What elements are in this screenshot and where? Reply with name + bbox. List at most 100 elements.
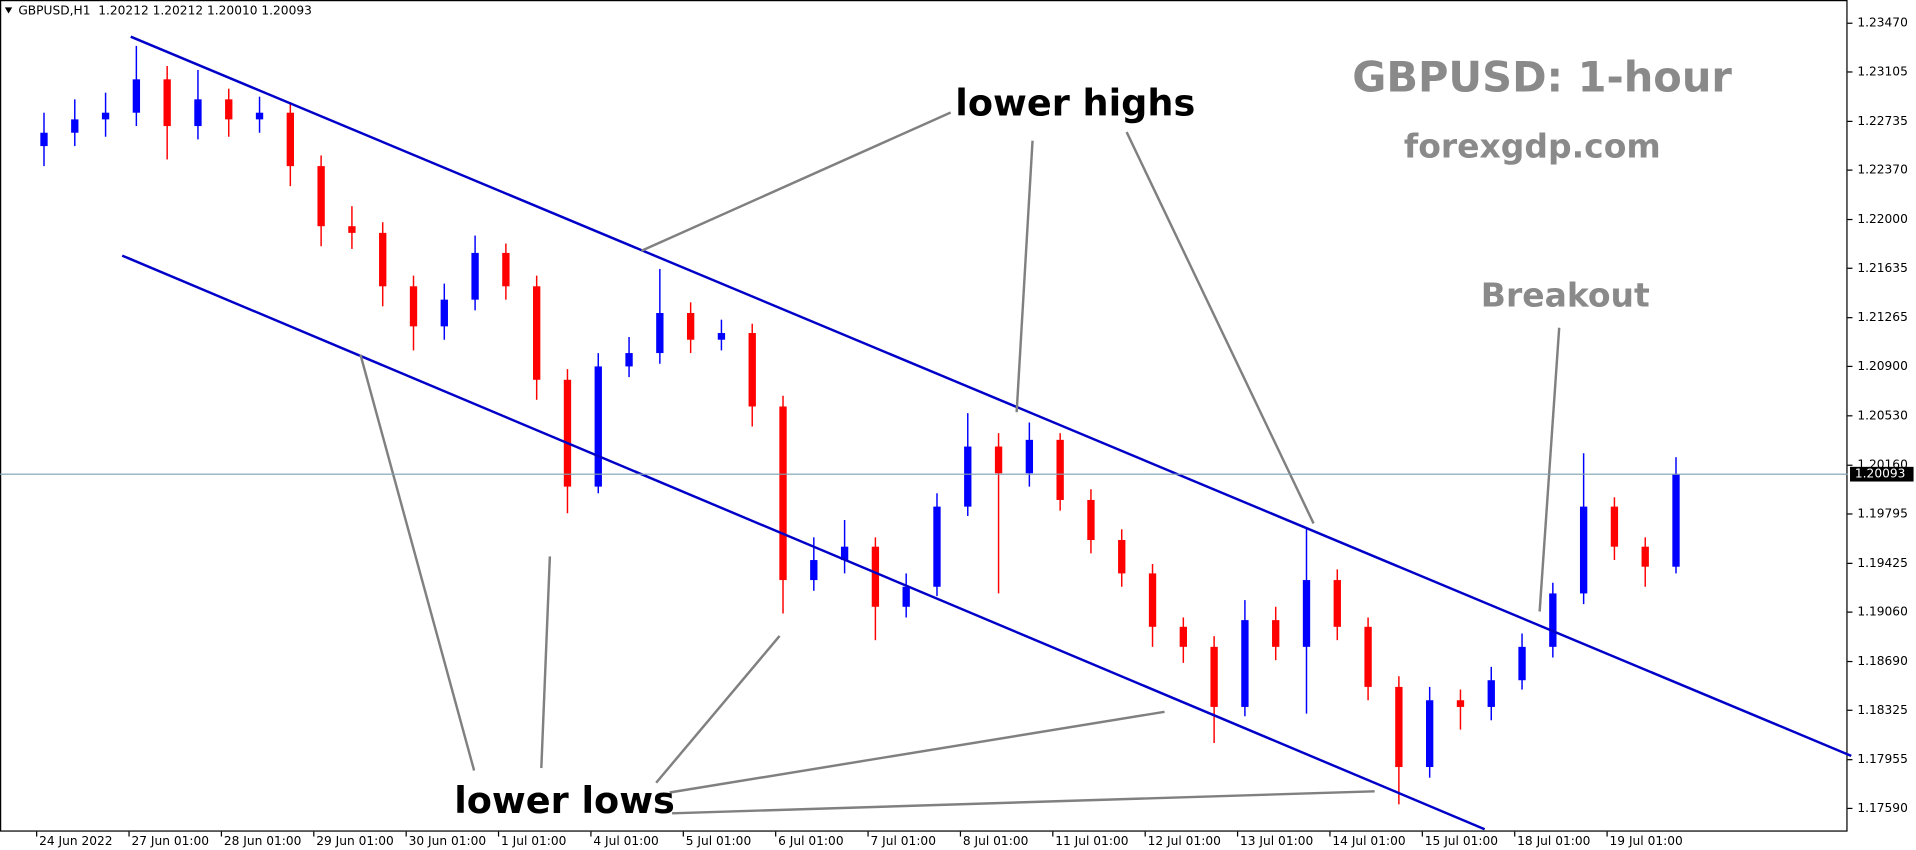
candle-body: [533, 286, 541, 380]
candle-body: [594, 366, 602, 487]
annotations: GBPUSD: 1-hour forexgdp.com lower highs Bre…: [454, 53, 1732, 822]
candle-body: [101, 112, 110, 120]
candle-body: [1210, 646, 1218, 707]
lower-channel: [121, 254, 1486, 831]
candle-body: [717, 333, 726, 340]
x-tick-label: 24 Jun 2022: [39, 834, 112, 848]
x-tick-label: 1 Jul 01:00: [501, 834, 566, 848]
menu-arrow: [4, 7, 13, 14]
candle-body: [686, 313, 695, 340]
candle-body: [1241, 620, 1249, 707]
annotation: forexgdp.com: [1404, 126, 1661, 165]
y-tick-label: 1.23105: [1857, 64, 1908, 78]
candle-body: [1549, 593, 1557, 647]
x-tick-label: 12 Jul 01:00: [1148, 834, 1221, 848]
candle-body: [286, 112, 294, 167]
candle-body: [933, 506, 941, 587]
y-tick-label: 1.19425: [1857, 556, 1908, 570]
y-tick-label: 1.18690: [1857, 654, 1908, 668]
y-tick-label: 1.20900: [1857, 359, 1908, 373]
candle-body: [871, 546, 880, 607]
candle-body: [255, 112, 264, 120]
y-tick-label: 1.18325: [1857, 703, 1908, 717]
y-tick-label: 1.17590: [1857, 801, 1908, 815]
plot-frame: [0, 0, 1848, 832]
candle-body: [1579, 506, 1588, 594]
y-tick-label: 1.17955: [1857, 752, 1908, 766]
annotation: lower highs: [955, 82, 1195, 125]
pointer: [540, 556, 552, 769]
candle-body: [471, 252, 479, 300]
y-tick-label: 1.22735: [1857, 114, 1908, 128]
candle-body: [1179, 626, 1187, 647]
current-price-label: 1.20093: [1855, 467, 1906, 481]
x-tick-label: 11 Jul 01:00: [1055, 834, 1128, 848]
pointer: [1538, 327, 1561, 612]
candle-body: [1025, 439, 1034, 474]
pointer: [359, 354, 476, 771]
candle-body: [748, 333, 756, 407]
candle-body: [1087, 499, 1095, 541]
candle-body: [1518, 646, 1526, 681]
candle-body: [994, 446, 1003, 474]
candle-body: [563, 379, 572, 487]
y-tick-label: 1.22370: [1857, 163, 1908, 177]
candle-body: [1333, 580, 1341, 627]
pointer: [669, 710, 1165, 794]
candle-body: [409, 286, 418, 327]
candle-body: [194, 99, 202, 127]
y-tick-label: 1.19060: [1857, 605, 1908, 619]
x-tick-label: 6 Jul 01:00: [778, 834, 843, 848]
candle-body: [964, 446, 972, 507]
upper-channel: [130, 35, 1852, 757]
candle-body: [1364, 626, 1372, 687]
pointer: [1015, 140, 1034, 413]
x-tick-label: 8 Jul 01:00: [963, 834, 1028, 848]
y-tick-label: 1.19795: [1857, 506, 1908, 520]
candle-body: [225, 99, 233, 120]
candle-body: [163, 79, 171, 127]
candle-body: [1456, 700, 1465, 707]
pointer: [1125, 131, 1315, 524]
annotation: Breakout: [1481, 276, 1650, 315]
y-tick-label: 1.23470: [1857, 16, 1908, 30]
x-tick-label: 4 Jul 01:00: [593, 834, 658, 848]
price-axis: 1.23470 1.23105 1.22735 1.22370 1.22000 1.216…: [0, 16, 1914, 848]
pointer: [655, 635, 781, 784]
candles: [40, 45, 1680, 805]
pointer: [641, 111, 952, 252]
candle-body: [1610, 506, 1619, 547]
pointers: [359, 111, 1561, 815]
x-tick-label: 15 Jul 01:00: [1425, 834, 1498, 848]
x-tick-label: 19 Jul 01:00: [1610, 834, 1683, 848]
x-tick-label: 14 Jul 01:00: [1332, 834, 1405, 848]
candle-body: [779, 406, 787, 581]
candle-body: [1272, 620, 1280, 647]
candle-body: [656, 313, 664, 354]
candle-body: [1302, 580, 1311, 647]
candle-body: [348, 226, 356, 233]
candle-body: [71, 119, 79, 133]
candle-body: [379, 232, 387, 287]
annotation: lower lows: [454, 779, 675, 822]
x-tick-label: 13 Jul 01:00: [1240, 834, 1313, 848]
candle-body: [1426, 700, 1434, 768]
candle-body: [1395, 686, 1403, 768]
current-price-box: [1850, 466, 1914, 482]
candle-body: [440, 299, 448, 327]
y-tick-label: 1.20530: [1857, 408, 1908, 422]
candle-body: [1672, 474, 1680, 567]
annotation: GBPUSD: 1-hour: [1352, 53, 1732, 102]
candle-body: [132, 79, 141, 113]
x-tick-label: 28 Jun 01:00: [224, 834, 302, 848]
candle-body: [902, 586, 910, 607]
candle-body: [1487, 680, 1495, 707]
candle-body: [1118, 540, 1126, 574]
y-tick-label: 1.21635: [1857, 261, 1908, 275]
candle-body: [810, 560, 818, 581]
x-tick-label: 18 Jul 01:00: [1517, 834, 1590, 848]
pointer: [672, 790, 1375, 815]
